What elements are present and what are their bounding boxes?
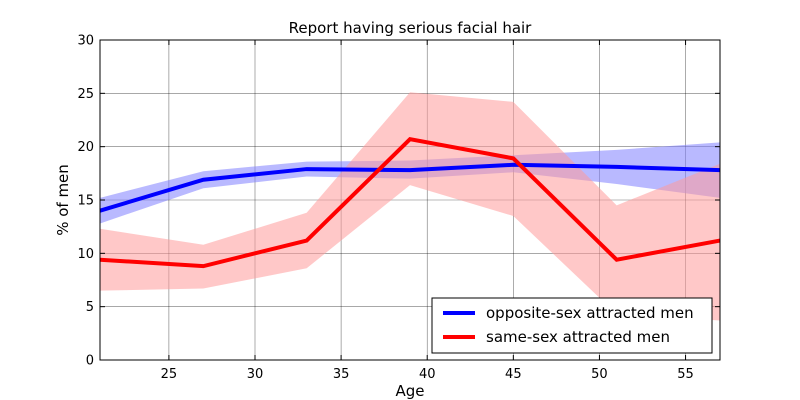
y-tick-label: 10 [77, 247, 94, 262]
y-tick-label: 30 [77, 34, 94, 49]
y-tick-label: 25 [77, 87, 94, 102]
legend-label-opposite-sex: opposite-sex attracted men [486, 304, 694, 322]
legend: opposite-sex attracted men same-sex attr… [431, 297, 713, 354]
series-line-same-sex [99, 137, 721, 269]
x-tick-label: 35 [333, 367, 350, 382]
chart-title: Report having serious facial hair [289, 19, 533, 37]
y-tick-label: 5 [86, 300, 94, 315]
y-axis-label: % of men [54, 164, 72, 236]
y-tick-label: 20 [77, 140, 94, 155]
x-tick-label: 30 [247, 367, 264, 382]
confidence-band-same-sex [100, 92, 720, 321]
x-tick-label: 45 [505, 367, 522, 382]
x-tick-label: 25 [161, 367, 178, 382]
confidence-bands [100, 92, 720, 321]
x-axis-label: Age [395, 382, 424, 400]
legend-label-same-sex: same-sex attracted men [486, 328, 670, 346]
axis-ticks: 25 30 35 40 45 50 55 0 5 10 15 20 25 30 [77, 34, 720, 382]
x-tick-label: 40 [419, 367, 436, 382]
series-line-opposite-sex [99, 162, 721, 213]
y-tick-label: 0 [86, 354, 94, 369]
x-tick-label: 55 [677, 367, 694, 382]
series-lines [99, 137, 721, 269]
y-tick-label: 15 [77, 194, 94, 209]
legend-box [431, 297, 713, 354]
x-tick-label: 50 [591, 367, 608, 382]
